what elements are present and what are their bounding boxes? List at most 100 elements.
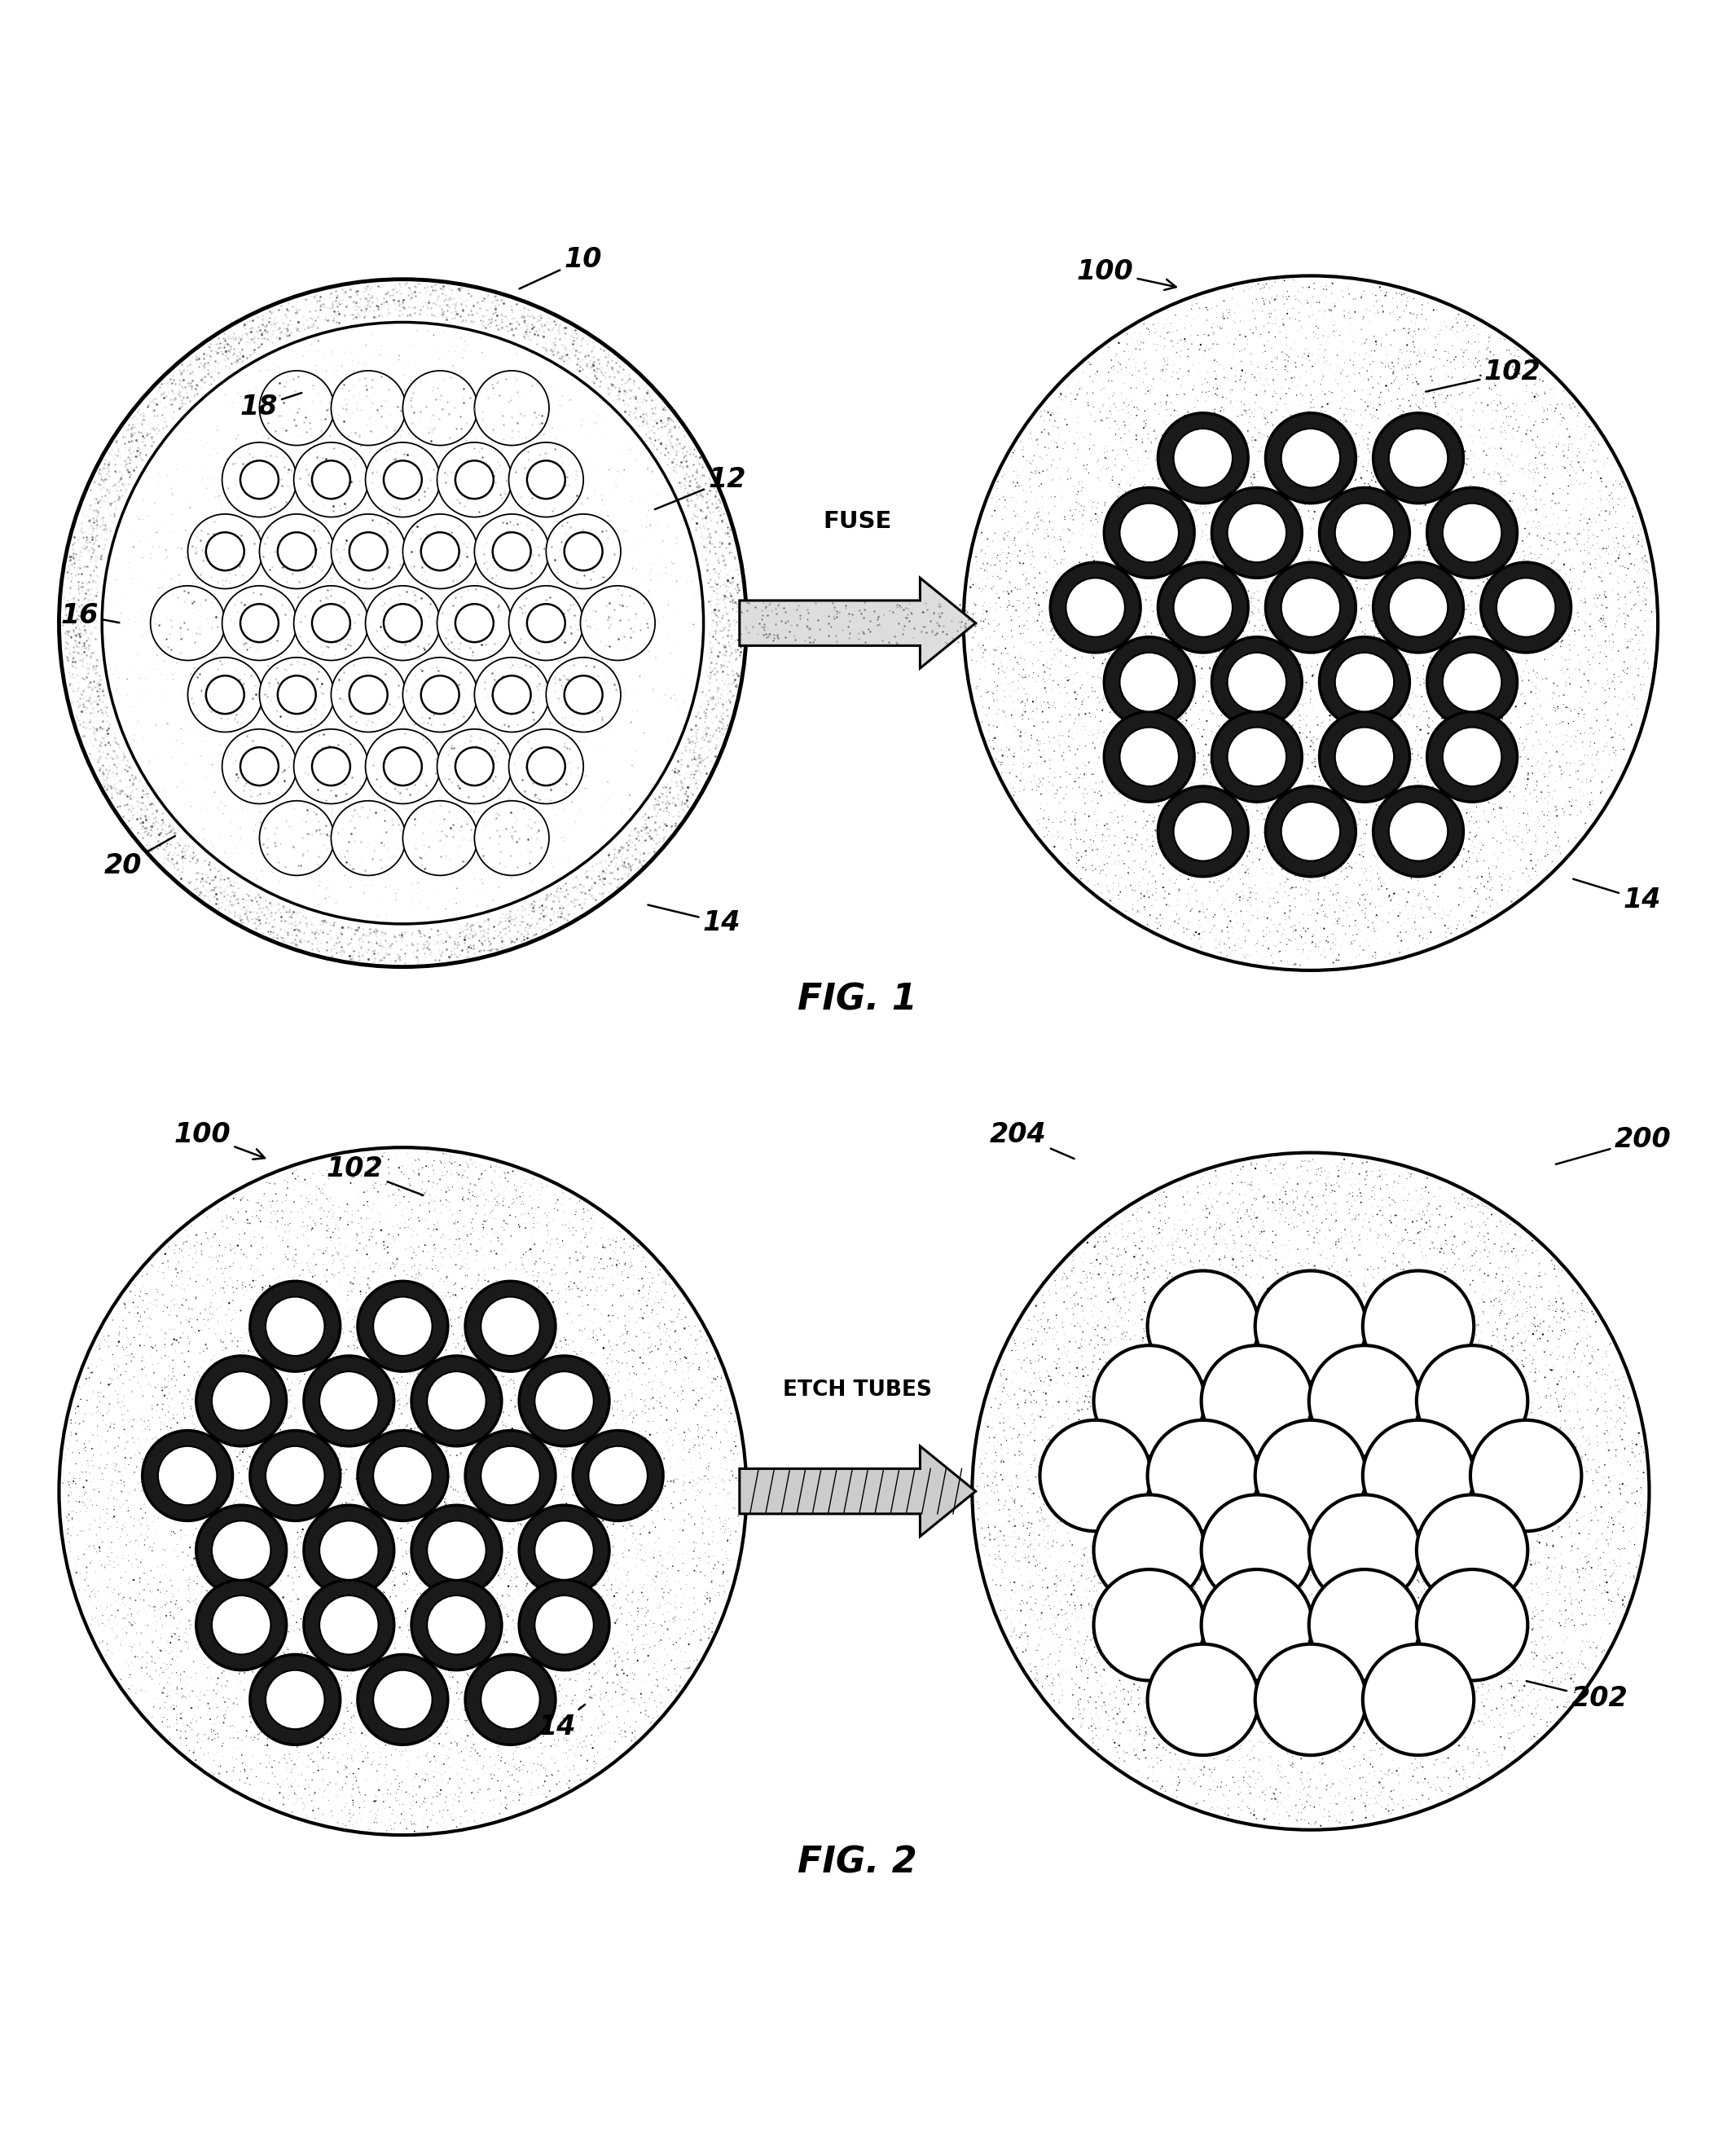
Point xyxy=(1378,837,1406,871)
Point xyxy=(106,1371,134,1406)
Point xyxy=(587,1311,615,1345)
Point xyxy=(1102,1682,1130,1716)
Point xyxy=(340,522,368,556)
Point xyxy=(1243,632,1271,666)
Point xyxy=(1272,1731,1300,1766)
Point xyxy=(1241,869,1269,903)
Point xyxy=(1193,1457,1220,1492)
Point xyxy=(283,1716,311,1751)
Point xyxy=(1172,1457,1200,1492)
Point xyxy=(231,1227,259,1261)
Point xyxy=(205,599,233,634)
Point xyxy=(1417,617,1444,651)
Point xyxy=(1373,382,1401,416)
Point xyxy=(566,1753,594,1787)
Point xyxy=(1121,1677,1149,1712)
Point xyxy=(1297,1259,1325,1294)
Point xyxy=(1354,1388,1382,1423)
Point xyxy=(970,649,998,683)
Point xyxy=(1384,442,1411,476)
Point xyxy=(424,1587,451,1621)
Point xyxy=(203,1244,231,1279)
Point xyxy=(1297,1253,1325,1287)
Point xyxy=(1321,923,1349,957)
Point xyxy=(1267,705,1295,740)
Point xyxy=(1332,1574,1359,1608)
Point xyxy=(1550,524,1578,558)
Point xyxy=(1139,362,1167,397)
Point xyxy=(1123,1203,1151,1238)
Point xyxy=(457,1184,484,1218)
Point xyxy=(285,1164,312,1199)
Point xyxy=(1139,595,1167,630)
Point xyxy=(1462,1664,1489,1699)
Point xyxy=(1165,586,1193,621)
Point xyxy=(1213,752,1241,787)
Circle shape xyxy=(1050,563,1141,653)
Point xyxy=(163,1457,191,1492)
Point xyxy=(536,1621,564,1656)
Point xyxy=(293,707,321,742)
Point xyxy=(410,578,437,612)
Point xyxy=(509,1160,536,1194)
Point xyxy=(1363,727,1391,761)
Point xyxy=(1132,474,1160,509)
Point xyxy=(1045,621,1073,655)
Point xyxy=(1377,1684,1404,1718)
Point xyxy=(448,1464,476,1498)
Point xyxy=(1068,750,1095,785)
Point xyxy=(95,1386,123,1421)
Point xyxy=(1378,1350,1406,1384)
Point xyxy=(582,1701,609,1736)
Point xyxy=(196,1238,224,1272)
Point xyxy=(1533,727,1561,761)
Point xyxy=(1509,578,1536,612)
Point xyxy=(1201,535,1229,569)
Point xyxy=(1309,1281,1337,1315)
Point xyxy=(1102,1216,1130,1250)
Point xyxy=(1382,699,1410,733)
Point xyxy=(1215,1623,1243,1658)
Point xyxy=(1144,1490,1172,1524)
Point xyxy=(1401,1466,1429,1501)
Point xyxy=(1344,1266,1371,1300)
Point xyxy=(1253,1578,1281,1613)
Point xyxy=(1196,776,1224,811)
Point xyxy=(1450,487,1477,522)
Point xyxy=(1253,819,1281,854)
Point xyxy=(615,1425,642,1460)
Point xyxy=(358,793,385,828)
Point xyxy=(491,1427,519,1462)
Point xyxy=(1364,808,1392,843)
Point xyxy=(1316,533,1344,567)
Point xyxy=(425,742,453,776)
Point xyxy=(533,1238,561,1272)
Point xyxy=(1299,1526,1326,1561)
Point xyxy=(1177,793,1205,828)
Point xyxy=(1406,1598,1434,1632)
Point xyxy=(1080,1561,1108,1595)
Point xyxy=(1333,412,1361,446)
Point xyxy=(323,1552,351,1587)
Point xyxy=(1095,841,1123,875)
Point xyxy=(1602,1432,1630,1466)
Point xyxy=(120,1360,148,1395)
Point xyxy=(604,1662,632,1697)
Point xyxy=(615,1404,642,1438)
Point xyxy=(1394,761,1422,796)
Point xyxy=(1156,1626,1184,1660)
Point xyxy=(618,1716,646,1751)
Point xyxy=(1189,474,1217,509)
Point xyxy=(1259,1632,1286,1667)
Point xyxy=(1120,893,1147,927)
Point xyxy=(1194,1507,1222,1542)
Point xyxy=(142,1289,170,1324)
Point xyxy=(1115,1475,1142,1509)
Point xyxy=(1050,1449,1078,1483)
Point xyxy=(1391,276,1418,310)
Point xyxy=(1561,1337,1588,1371)
Point xyxy=(1255,1186,1283,1220)
Point xyxy=(1115,1613,1142,1647)
Point xyxy=(1111,1522,1139,1557)
Point xyxy=(238,1447,266,1481)
